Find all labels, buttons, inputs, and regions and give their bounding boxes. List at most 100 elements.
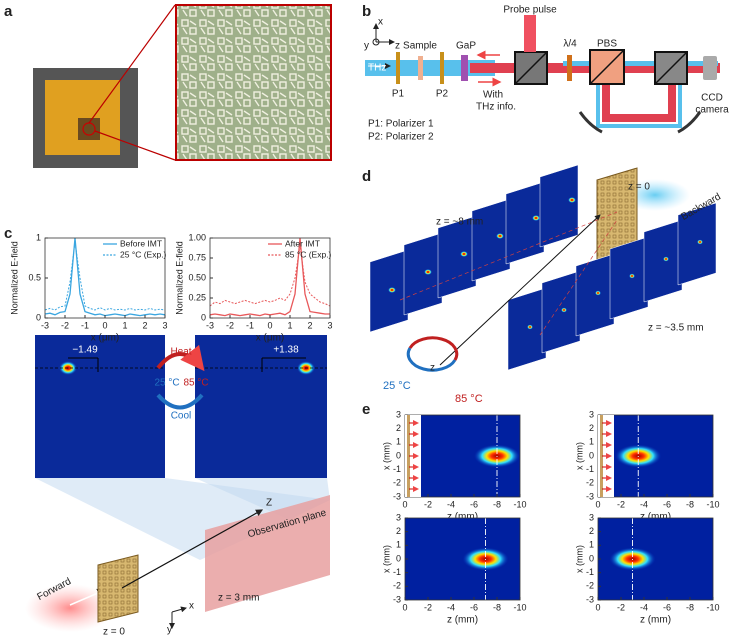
annotation: Heat bbox=[170, 347, 191, 358]
y-tick-label: 2 bbox=[396, 526, 401, 536]
y-tick-label: 3 bbox=[396, 409, 401, 419]
x-tick-label: -8 bbox=[493, 499, 501, 509]
field-plane bbox=[575, 253, 615, 337]
y-tick-label: 0 bbox=[396, 450, 401, 460]
spot bbox=[527, 324, 533, 330]
legend-label: Before IMT bbox=[120, 238, 162, 248]
y-tick-label: 0.75 bbox=[188, 252, 206, 262]
field-plane bbox=[403, 232, 443, 316]
x-tick-label: -2 bbox=[226, 320, 234, 330]
y-tick-label: 0 bbox=[201, 312, 206, 322]
label: With bbox=[483, 90, 503, 101]
x-tick-label: -10 bbox=[706, 499, 719, 509]
axis-arrow bbox=[439, 214, 601, 366]
x-axis-label: z (mm) bbox=[640, 615, 671, 626]
x-tick-label: -8 bbox=[686, 499, 694, 509]
label: 85 °C bbox=[455, 393, 483, 405]
x-tick-label: -3 bbox=[206, 320, 214, 330]
x-tick-label: 0 bbox=[267, 320, 272, 330]
propagation-diagram bbox=[369, 164, 717, 372]
panel-label: d bbox=[362, 168, 371, 185]
x-tick-label: -8 bbox=[686, 602, 694, 612]
label: z = ~3.5 mm bbox=[648, 323, 704, 334]
data-line bbox=[209, 237, 330, 317]
spot bbox=[561, 307, 567, 313]
setup bbox=[365, 15, 720, 134]
label: P1 bbox=[392, 89, 405, 100]
field-plane bbox=[437, 215, 477, 299]
label: GaP bbox=[456, 41, 476, 52]
sample-photo bbox=[33, 4, 332, 168]
beam-line bbox=[539, 219, 618, 336]
y-tick-label: 2 bbox=[589, 526, 594, 536]
field-plane bbox=[505, 181, 545, 265]
x-tick-label: -6 bbox=[470, 602, 478, 612]
spot bbox=[532, 215, 540, 221]
x-axis-label: z (mm) bbox=[640, 512, 671, 523]
spot bbox=[595, 290, 601, 296]
x-tick-label: 0 bbox=[402, 499, 407, 509]
x-tick-label: -6 bbox=[470, 499, 478, 509]
x-tick-label: -2 bbox=[61, 320, 69, 330]
y-tick-label: 1.00 bbox=[188, 232, 206, 242]
x-tick-label: -6 bbox=[663, 602, 671, 612]
x-tick-label: 3 bbox=[162, 320, 167, 330]
spot bbox=[388, 287, 396, 293]
x-tick-label: -6 bbox=[663, 499, 671, 509]
y-axis-label: Normalized E-field bbox=[174, 241, 184, 315]
cycle-arrow bbox=[406, 347, 457, 372]
panel-label: c bbox=[4, 225, 12, 242]
spot bbox=[568, 197, 576, 203]
forward-diagram bbox=[25, 495, 330, 632]
label: λ/4 bbox=[563, 39, 577, 50]
y-tick-label: 2 bbox=[589, 423, 594, 433]
y-axis-label: x (mm) bbox=[381, 442, 391, 470]
label: THz bbox=[368, 63, 386, 74]
label: y bbox=[167, 625, 172, 636]
axis-label: x bbox=[378, 17, 383, 28]
panel-label: b bbox=[362, 3, 371, 20]
x-tick-label: -4 bbox=[447, 602, 455, 612]
label: 25 °C bbox=[383, 380, 411, 392]
label: CCD bbox=[701, 93, 723, 104]
y-axis-label: Normalized E-field bbox=[9, 241, 19, 315]
x-axis-label: z (mm) bbox=[447, 615, 478, 626]
y-tick-label: -3 bbox=[393, 491, 401, 501]
y-tick-label: 1 bbox=[589, 437, 594, 447]
x-tick-label: 2 bbox=[142, 320, 147, 330]
field-plane bbox=[609, 236, 649, 320]
y-tick-label: -1 bbox=[393, 464, 401, 474]
y-tick-label: 1 bbox=[589, 540, 594, 550]
metasurface-edge bbox=[407, 415, 410, 497]
y-axis-label: x (mm) bbox=[381, 545, 391, 573]
field-plane bbox=[539, 164, 579, 248]
x-tick-label: -2 bbox=[424, 602, 432, 612]
y-tick-label: 0 bbox=[396, 553, 401, 563]
x-tick-label: -10 bbox=[513, 602, 526, 612]
legend-label: 25 °C (Exp.) bbox=[120, 249, 167, 259]
x-axis-label: x (μm) bbox=[256, 333, 285, 344]
x-tick-label: -4 bbox=[640, 602, 648, 612]
x-tick-label: 0 bbox=[595, 499, 600, 509]
annotation: Cool bbox=[171, 411, 192, 422]
annotation: 25 °C bbox=[154, 378, 179, 389]
field-plane bbox=[471, 198, 511, 282]
x-tick-label: -3 bbox=[41, 320, 49, 330]
x-tick-label: -4 bbox=[640, 499, 648, 509]
y-tick-label: 0 bbox=[589, 553, 594, 563]
axis-label: y bbox=[364, 41, 369, 52]
y-tick-label: -2 bbox=[586, 581, 594, 591]
y-tick-label: -3 bbox=[586, 594, 594, 604]
x-axis-label: z (mm) bbox=[447, 512, 478, 523]
field-images bbox=[35, 335, 330, 560]
y-tick-label: 0 bbox=[36, 312, 41, 322]
label: Z bbox=[266, 498, 272, 509]
cycle-arrow bbox=[408, 336, 459, 361]
y-tick-label: -2 bbox=[393, 478, 401, 488]
legend: P2: Polarizer 2 bbox=[368, 132, 434, 143]
y-tick-label: -1 bbox=[586, 464, 594, 474]
x-tick-label: -2 bbox=[617, 499, 625, 509]
x-tick-label: 1 bbox=[287, 320, 292, 330]
label: z = 3 mm bbox=[218, 593, 259, 604]
y-tick-label: 2 bbox=[396, 423, 401, 433]
